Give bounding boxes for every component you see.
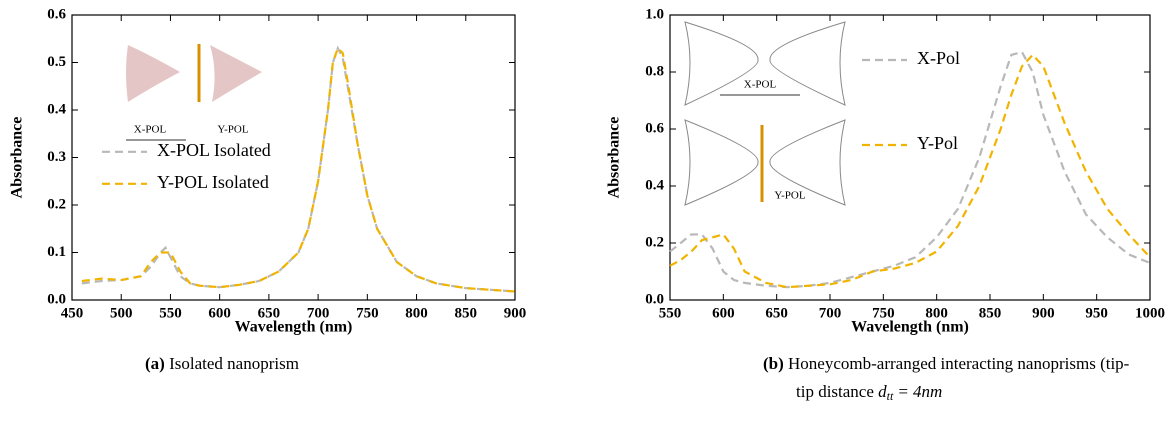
- inset-label: X-POL: [134, 124, 167, 136]
- caption: (a) Isolated nanoprism: [145, 354, 299, 373]
- x-tick-label: 450: [61, 305, 84, 321]
- x-tick-label: 550: [659, 305, 682, 321]
- caption-text: Honeycomb-arranged interacting nanoprism…: [788, 354, 1130, 373]
- x-axis-label: Wavelength (nm): [851, 319, 969, 336]
- x-tick-label: 750: [872, 305, 895, 321]
- x-tick-label: 550: [159, 305, 182, 321]
- x-tick-label: 850: [979, 305, 1002, 321]
- legend-label: Y-Pol: [917, 133, 958, 153]
- data-line: [669, 53, 1151, 289]
- x-axis-label: Wavelength (nm): [235, 319, 353, 336]
- x-tick-label: 950: [1085, 305, 1108, 321]
- y-tick-label: 0.6: [47, 6, 66, 22]
- inset-label: Y-POL: [217, 124, 248, 136]
- y-tick-label: 0.0: [645, 291, 664, 307]
- caption-text: tip distance: [796, 382, 874, 401]
- caption-tag: (a): [145, 354, 165, 373]
- caption-math: d: [878, 382, 887, 401]
- x-tick-label: 1000: [1135, 305, 1165, 321]
- y-tick-label: 0.1: [47, 244, 66, 260]
- x-tick-label: 700: [819, 305, 842, 321]
- data-line: [81, 46, 516, 293]
- legend-label: X-Pol: [917, 48, 960, 68]
- legend-label: X-POL Isolated: [157, 140, 271, 160]
- inset: [126, 44, 262, 141]
- y-tick-label: 0.6: [645, 120, 664, 136]
- y-tick-label: 0.5: [47, 54, 66, 70]
- legend-label: Y-POL Isolated: [157, 172, 269, 192]
- x-tick-label: 650: [765, 305, 788, 321]
- y-tick-label: 0.8: [645, 63, 664, 79]
- x-tick-label: 800: [405, 305, 428, 321]
- x-tick-label: 850: [455, 305, 478, 321]
- y-axis-label: Absorbance: [606, 117, 623, 199]
- y-tick-label: 0.0: [47, 291, 66, 307]
- caption-math: = 4nm: [897, 382, 942, 401]
- caption: tip distance dtt = 4nm: [796, 382, 942, 403]
- x-tick-label: 500: [110, 305, 133, 321]
- x-tick-label: 750: [356, 305, 379, 321]
- plot-frame: [669, 14, 1151, 301]
- y-tick-label: 0.2: [47, 196, 66, 212]
- caption-math: tt: [887, 389, 894, 403]
- caption-tag: (b): [763, 354, 784, 373]
- y-tick-label: 0.2: [645, 234, 664, 250]
- inset: [684, 21, 846, 206]
- x-tick-label: 900: [1032, 305, 1055, 321]
- x-tick-label: 600: [208, 305, 231, 321]
- y-tick-label: 0.4: [47, 101, 66, 117]
- x-tick-label: 700: [307, 305, 330, 321]
- x-tick-label: 800: [925, 305, 948, 321]
- x-tick-label: 900: [504, 305, 527, 321]
- data-line: [669, 50, 1151, 289]
- y-axis-label: Absorbance: [9, 117, 26, 199]
- x-tick-label: 650: [258, 305, 281, 321]
- inset-label: X-POL: [744, 79, 777, 91]
- inset-label: Y-POL: [774, 190, 805, 202]
- caption-text: Isolated nanoprism: [169, 354, 299, 373]
- y-tick-label: 0.3: [47, 149, 66, 165]
- x-tick-label: 600: [712, 305, 735, 321]
- caption: (b) Honeycomb-arranged interacting nanop…: [763, 354, 1130, 373]
- y-tick-label: 0.4: [645, 177, 664, 193]
- y-tick-label: 1.0: [645, 6, 664, 22]
